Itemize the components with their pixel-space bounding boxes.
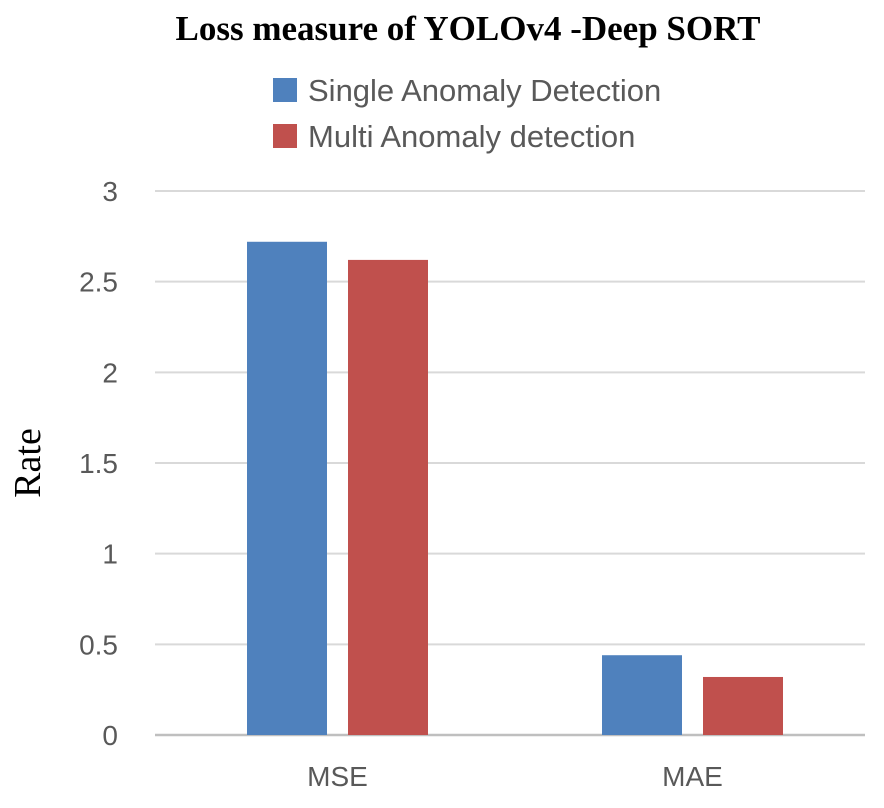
y-axis-label: Rate [7,428,49,498]
y-tick-label: 2.5 [79,267,118,298]
bar-mse-series-0 [247,241,327,736]
x-category-label: MAE [662,761,723,792]
y-tick-label: 3 [102,176,118,207]
y-tick-label: 0 [102,720,118,751]
y-tick-label: 2 [102,357,118,388]
y-tick-label: 1 [102,539,118,570]
category-labels: MSE MAE [307,761,723,792]
x-category-label: MSE [307,761,368,792]
y-tick-label: 1.5 [79,448,118,479]
y-tick-label: 0.5 [79,629,118,660]
legend-swatch [273,78,297,102]
chart-title: Loss measure of YOLOv4 -Deep SORT [175,9,760,48]
legend-label: Single Anomaly Detection [308,73,661,108]
legend-label: Multi Anomaly detection [308,119,635,154]
gridlines: 0 0.5 1 1.5 2 2.5 3 [79,176,865,751]
bar-mae-series-1 [703,676,783,735]
legend: Single Anomaly Detection Multi Anomaly de… [273,73,661,154]
bars [247,241,783,736]
legend-swatch [273,124,297,148]
bar-mse-series-1 [348,259,428,735]
bar-mae-series-0 [602,655,682,735]
